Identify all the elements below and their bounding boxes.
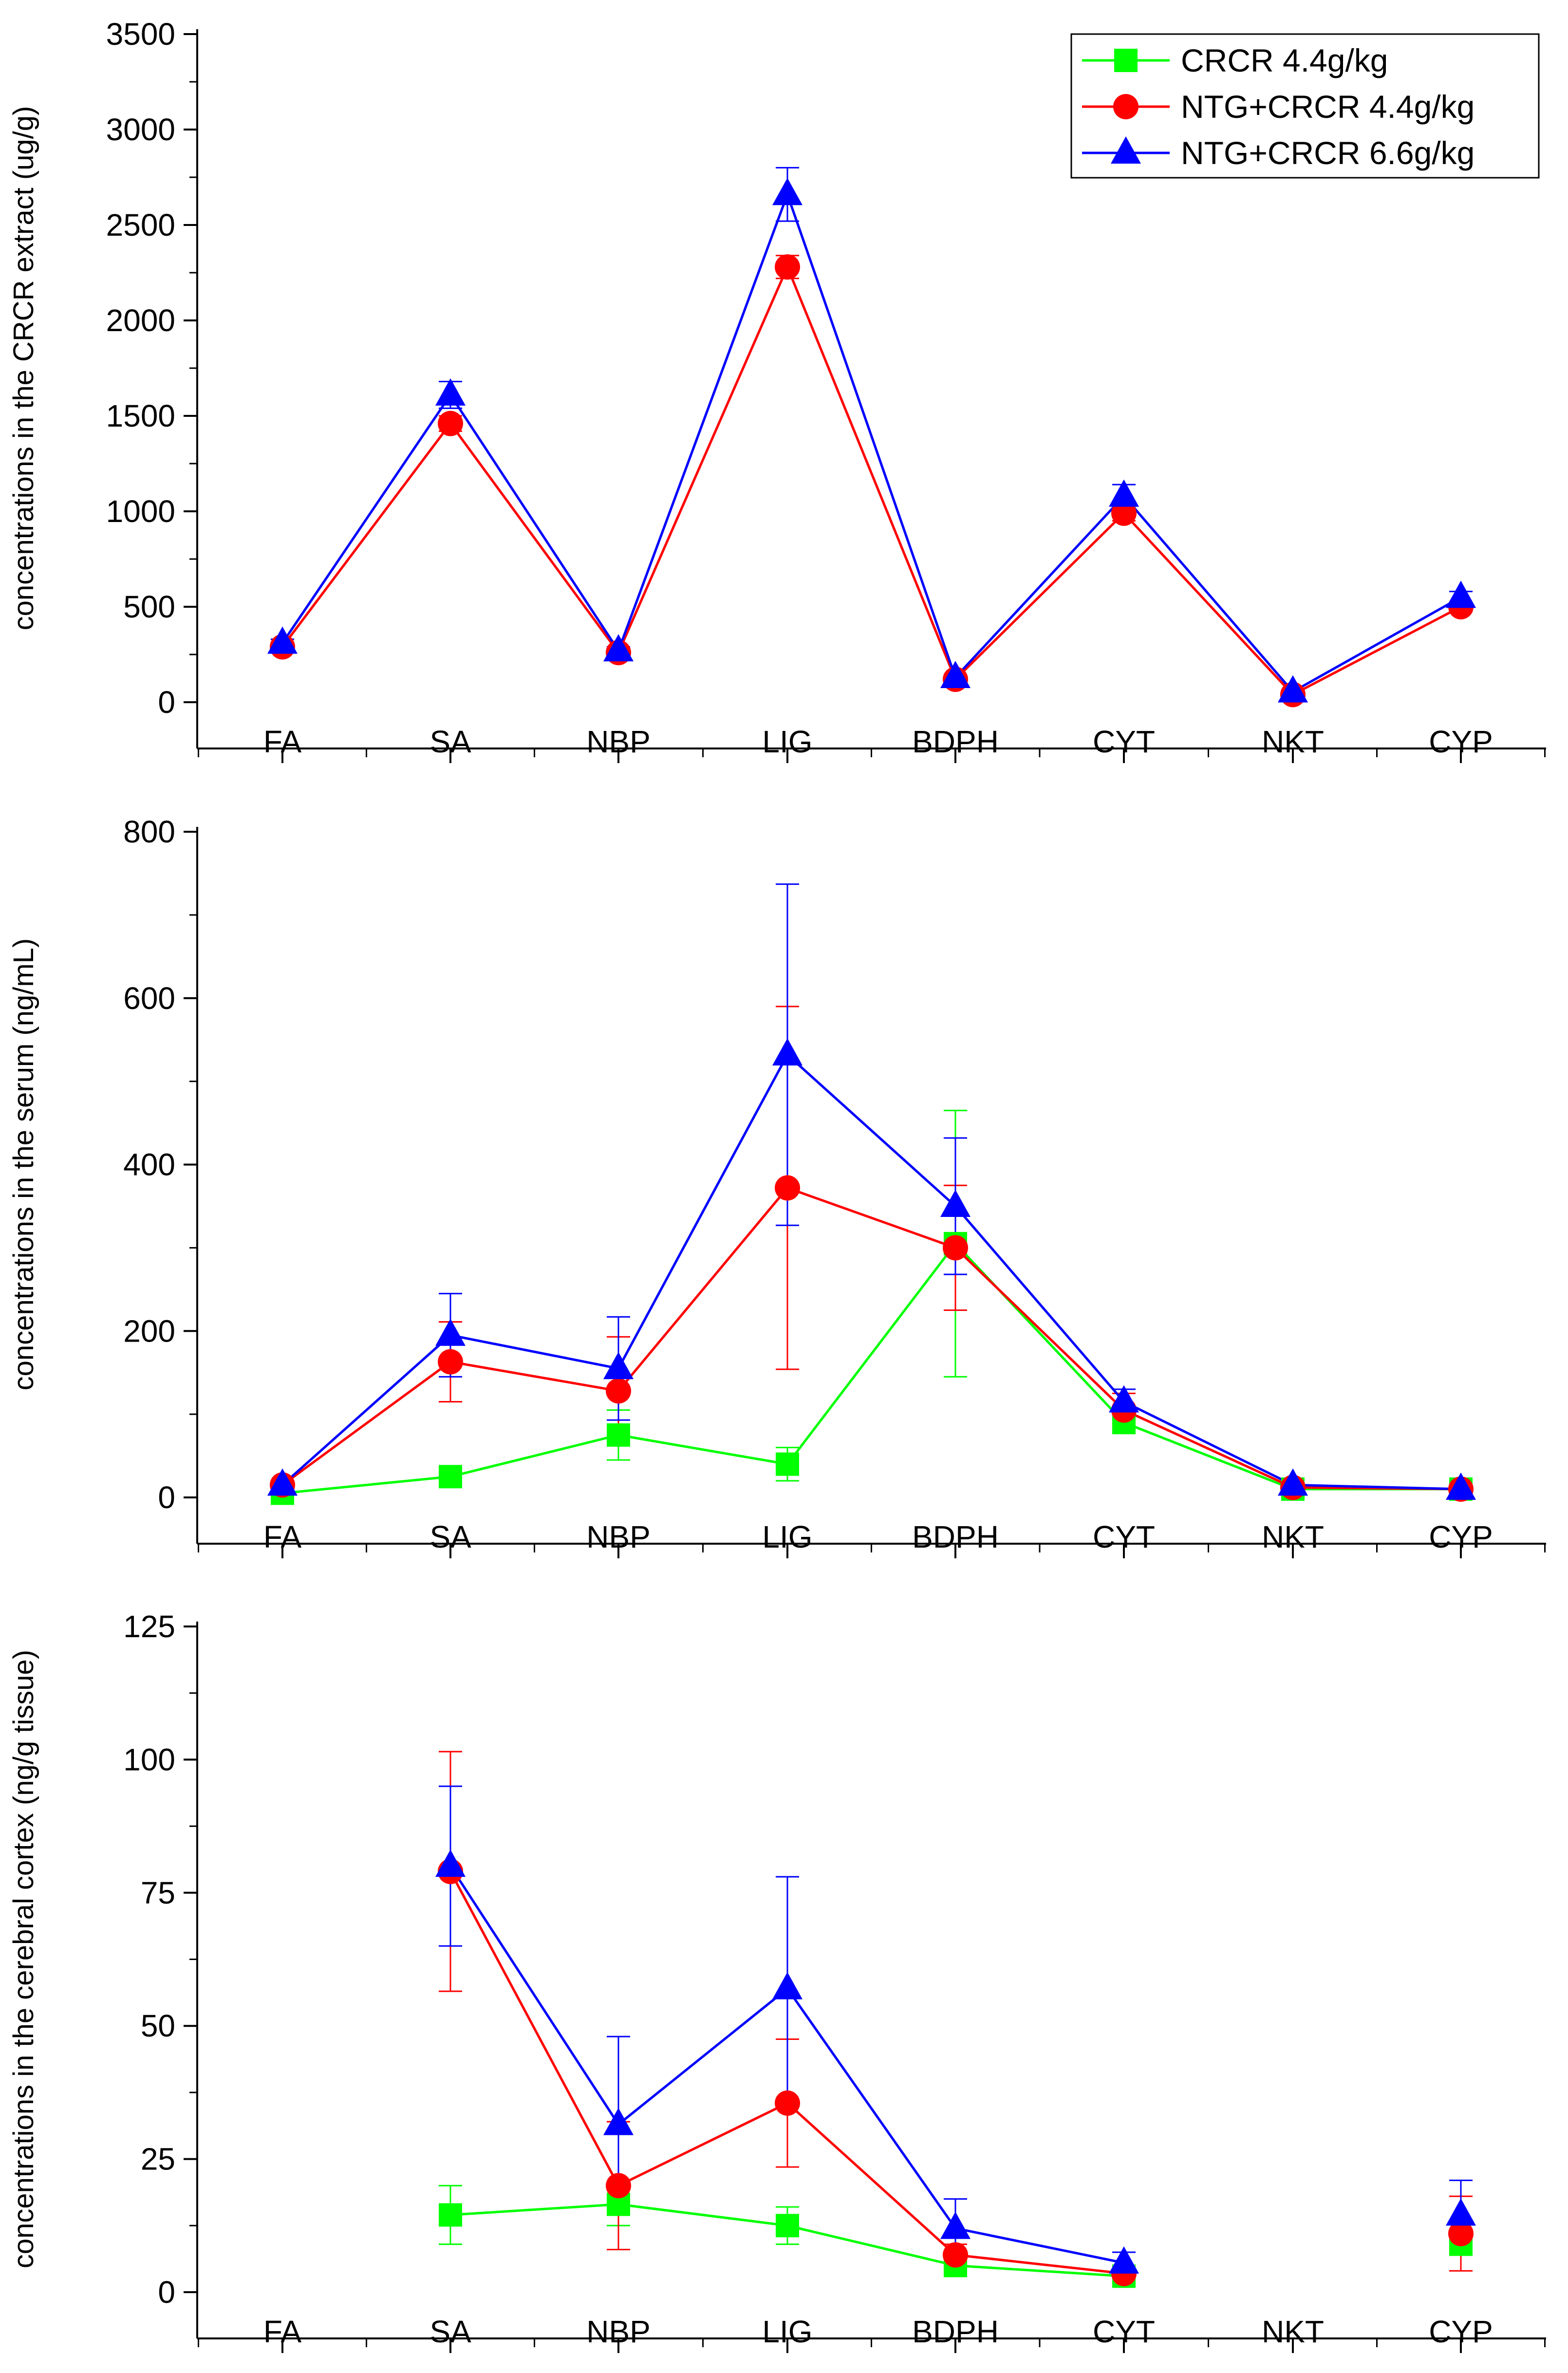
- data-point: [1278, 675, 1308, 703]
- x-tick-label: NKT: [1262, 724, 1324, 759]
- data-point: [435, 378, 466, 406]
- legend-marker: [1113, 94, 1139, 119]
- data-point: [1109, 1385, 1139, 1413]
- data-point: [1446, 1472, 1476, 1500]
- data-point: [603, 634, 634, 662]
- y-tick-label: 50: [141, 2008, 175, 2043]
- data-point: [1446, 580, 1476, 608]
- x-tick-label: CYT: [1093, 724, 1155, 759]
- data-point: [607, 1423, 630, 1447]
- x-tick-label: FA: [263, 724, 302, 759]
- legend-label: NTG+CRCR 6.6g/kg: [1181, 135, 1475, 171]
- data-point: [1446, 2198, 1476, 2226]
- data-point: [940, 1189, 971, 1217]
- y-tick-label: 1000: [106, 494, 175, 529]
- data-point: [943, 1235, 968, 1261]
- data-point: [439, 1465, 462, 1489]
- data-point: [775, 1175, 800, 1201]
- legend-label: NTG+CRCR 4.4g/kg: [1181, 89, 1475, 125]
- y-tick-label: 25: [141, 2142, 175, 2177]
- y-tick-label: 2500: [106, 207, 175, 243]
- legend-marker: [1114, 49, 1138, 72]
- legend-marker: [1111, 136, 1141, 164]
- y-tick-label: 600: [123, 981, 175, 1016]
- y-tick-label: 2000: [106, 303, 175, 338]
- series-line: [281, 263, 1462, 696]
- x-tick-label: BDPH: [912, 1519, 999, 1554]
- data-point: [772, 1038, 803, 1065]
- y-tick-label: 100: [123, 1742, 175, 1777]
- y-tick-label: 75: [141, 1875, 175, 1910]
- x-tick-label: LIG: [762, 1519, 812, 1554]
- series-line: [281, 190, 1462, 693]
- chart-panel-3: 0 25 50 75 100 125 FA SA NBP LIG BDPH CYT NKT CYP conc…: [8, 1609, 1546, 2353]
- data-point: [606, 2173, 631, 2199]
- data-point: [1448, 2221, 1474, 2246]
- y-axis-title: concentrations in the serum (ng/mL): [8, 938, 39, 1390]
- x-tick-label: CYP: [1429, 724, 1493, 759]
- data-point: [1109, 2246, 1139, 2274]
- data-point: [772, 1972, 803, 1999]
- y-tick-label: 200: [123, 1313, 175, 1348]
- data-point: [776, 1452, 799, 1476]
- series-line: [282, 1241, 1461, 1495]
- data-point: [940, 2211, 971, 2239]
- data-point: [940, 661, 971, 689]
- x-tick-label: BDPH: [912, 2314, 999, 2349]
- data-point: [438, 411, 463, 436]
- data-point: [435, 1850, 466, 1877]
- y-tick-label: 0: [158, 2275, 175, 2310]
- x-tick-label: LIG: [762, 2314, 812, 2349]
- y-tick-label: 125: [123, 1609, 175, 1644]
- y-axis-title: concentrations in the CRCR extract (ug/g…: [8, 106, 39, 631]
- data-point: [775, 254, 800, 280]
- x-tick-label: LIG: [762, 724, 812, 759]
- data-point: [267, 626, 298, 654]
- series-line: [281, 1186, 1461, 1491]
- data-point: [603, 1352, 634, 1380]
- x-tick-label: CYT: [1093, 1519, 1155, 1554]
- legend: CRCR 4.4g/kg NTG+CRCR 4.4g/kg NTG+CRCR 6.6…: [1070, 33, 1540, 179]
- y-tick-label: 3000: [106, 112, 175, 147]
- x-tick-label: NKT: [1262, 1519, 1324, 1554]
- data-point: [943, 2242, 968, 2268]
- y-tick-label: 500: [123, 589, 175, 624]
- x-tick-label: NBP: [586, 724, 651, 759]
- x-tick-label: CYP: [1429, 2314, 1493, 2349]
- x-tick-label: CYP: [1429, 1519, 1493, 1554]
- y-tick-label: 0: [158, 685, 175, 720]
- y-axis-title: concentrations in the cerebral cortex (n…: [8, 1650, 39, 2268]
- x-tick-label: NBP: [586, 1519, 651, 1554]
- y-tick-label: 0: [158, 1480, 175, 1515]
- data-point: [1111, 500, 1137, 526]
- x-tick-label: BDPH: [912, 724, 999, 759]
- x-tick-label: NBP: [586, 2314, 651, 2349]
- x-tick-label: FA: [263, 2314, 302, 2349]
- data-point: [1109, 479, 1139, 507]
- x-tick-label: SA: [429, 2314, 471, 2349]
- y-tick-label: 800: [123, 814, 175, 849]
- y-tick-label: 3500: [106, 17, 175, 52]
- x-tick-label: SA: [429, 724, 471, 759]
- series-line: [281, 1052, 1461, 1491]
- x-tick-label: FA: [263, 1519, 302, 1554]
- chart-panel-1: 0 500 1000 1500 2000 2500 3000 3500 FA SA NBP LIG BD…: [8, 17, 1546, 763]
- x-tick-label: CYT: [1093, 2314, 1155, 2349]
- data-point: [439, 2203, 462, 2227]
- data-point: [606, 1378, 631, 1404]
- legend-label: CRCR 4.4g/kg: [1181, 42, 1388, 78]
- data-point: [772, 178, 803, 206]
- data-point: [267, 1468, 298, 1496]
- y-tick-label: 1500: [106, 398, 175, 433]
- x-tick-label: SA: [429, 1519, 471, 1554]
- data-point: [776, 2214, 799, 2238]
- data-point: [775, 2090, 800, 2116]
- data-point: [438, 1349, 463, 1375]
- data-point: [603, 2108, 634, 2135]
- x-tick-label: NKT: [1262, 2314, 1324, 2349]
- data-point: [435, 1318, 466, 1346]
- data-point: [1278, 1468, 1308, 1496]
- y-tick-label: 400: [123, 1147, 175, 1182]
